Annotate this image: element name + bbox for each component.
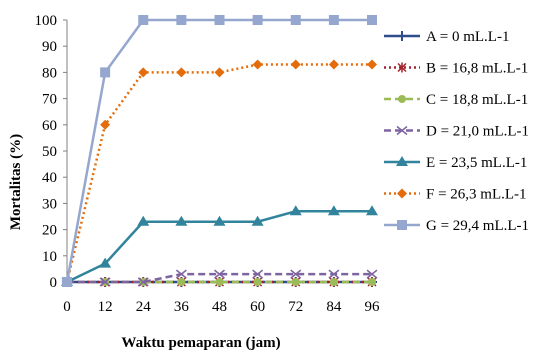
data-point (99, 277, 111, 287)
series-f (62, 59, 377, 287)
legend-item: E = 23,5 mL.L-1 (384, 155, 527, 171)
data-point (62, 277, 72, 287)
legend-label: C = 18,8 mL.L-1 (426, 92, 528, 108)
data-point (253, 278, 262, 286)
data-point (100, 67, 111, 78)
data-point (289, 205, 302, 216)
y-tick-label: 60 (42, 118, 57, 134)
legend: A = 0 mL.L-1 B = 16,8 mL.L-1 C = 18,8 mL.L… (384, 29, 529, 234)
legend-label: D = 21,0 mL.L-1 (426, 124, 529, 140)
x-tick-label: 12 (98, 299, 113, 315)
x-tick-label: 72 (288, 299, 303, 315)
series-line (65, 18, 372, 283)
x-tick-label: 24 (136, 299, 152, 315)
data-point (175, 269, 187, 279)
data-point (100, 119, 111, 130)
data-point (137, 215, 150, 226)
legend-swatch-marker (396, 156, 408, 166)
data-point (138, 67, 149, 78)
legend-item: D = 21,0 mL.L-1 (384, 124, 529, 140)
data-point (366, 205, 378, 216)
y-tick-label: 70 (42, 92, 57, 108)
y-tick-label: 90 (42, 39, 57, 55)
data-point (214, 15, 225, 25)
legend-item: F = 26,3 mL.L-1 (384, 187, 527, 203)
data-point (175, 215, 188, 226)
data-point (328, 269, 340, 279)
data-point (329, 278, 338, 286)
data-point (214, 67, 225, 78)
x-tick-label: 36 (174, 299, 190, 315)
x-tick-label: 84 (326, 299, 342, 315)
data-point (366, 269, 378, 279)
data-point (138, 15, 149, 25)
legend-item: A = 0 mL.L-1 (384, 29, 509, 45)
x-tick-label: 0 (63, 299, 71, 315)
data-point (328, 15, 339, 25)
legend-item: B = 16,8 mL.L-1 (384, 61, 528, 77)
data-point (176, 15, 187, 25)
data-point (291, 278, 300, 286)
legend-label: B = 16,8 mL.L-1 (426, 61, 528, 77)
y-tick-label: 80 (42, 65, 57, 81)
data-point (328, 59, 339, 70)
data-point (367, 59, 377, 70)
legend-swatch-marker (397, 31, 407, 41)
data-point (99, 257, 112, 268)
data-point (214, 269, 225, 279)
legend-item: C = 18,8 mL.L-1 (384, 92, 528, 108)
y-axis-title: Mortalitas (%) (8, 134, 24, 230)
series-g (62, 15, 377, 287)
legend-label: A = 0 mL.L-1 (426, 29, 509, 45)
series-line (67, 272, 372, 284)
legend-swatch-marker (396, 125, 408, 136)
data-point (327, 205, 340, 216)
y-tick-label: 0 (50, 275, 58, 291)
data-point (213, 215, 226, 226)
legend-label: E = 23,5 mL.L-1 (426, 155, 527, 171)
data-point (252, 59, 263, 70)
data-point (290, 269, 302, 279)
legend-swatch-marker (397, 188, 407, 199)
data-point (290, 59, 301, 70)
data-point (137, 277, 149, 287)
legend-item: G = 29,4 mL.L-1 (384, 218, 529, 234)
y-tick-label: 20 (42, 223, 57, 239)
x-axis-title: Waktu pemaparan (jam) (121, 335, 280, 351)
x-tick-label: 48 (212, 299, 227, 315)
legend-label: F = 26,3 mL.L-1 (426, 187, 527, 203)
data-point (368, 278, 376, 286)
x-tick-label: 60 (250, 299, 265, 315)
legend-label: G = 29,4 mL.L-1 (426, 218, 529, 234)
data-point (367, 15, 377, 25)
y-axis-ticks: 0 10 20 30 40 50 60 70 80 90 100 (35, 13, 67, 291)
series-layer (61, 15, 378, 287)
data-point (290, 15, 301, 25)
data-point (176, 67, 187, 78)
x-tick-label: 96 (365, 299, 381, 315)
legend-swatch-marker (397, 62, 407, 73)
y-tick-label: 10 (42, 249, 57, 265)
y-tick-label: 30 (42, 196, 57, 212)
series-d (61, 269, 378, 287)
data-point (251, 215, 264, 226)
y-tick-label: 40 (42, 170, 57, 186)
data-point (177, 278, 186, 286)
legend-swatch-marker (398, 95, 406, 103)
data-point (252, 15, 263, 25)
y-tick-label: 100 (35, 13, 58, 29)
x-axis-ticks: 0 12 24 36 48 60 72 84 96 (63, 282, 380, 315)
series-line (65, 63, 372, 283)
data-point (215, 278, 224, 286)
data-point (252, 269, 264, 279)
y-tick-label: 50 (42, 144, 57, 160)
legend-swatch-marker (397, 220, 407, 230)
